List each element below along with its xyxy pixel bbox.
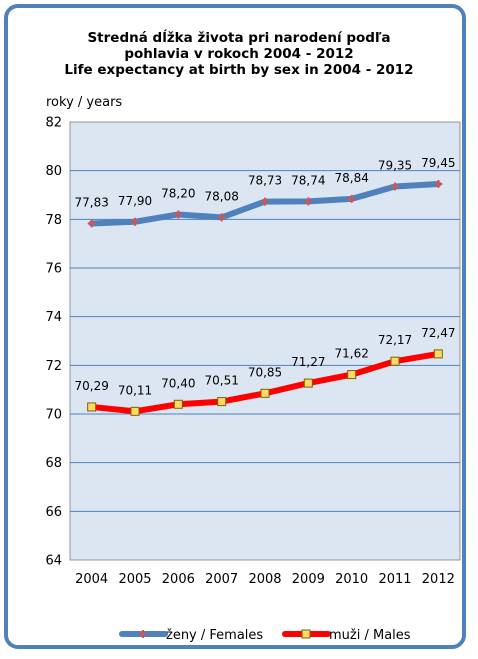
y-tick-80: 80	[45, 164, 62, 179]
female-point-2007	[217, 213, 226, 222]
legend-label-females: ženy / Females	[166, 628, 263, 643]
legend-label-males: muži / Males	[329, 628, 411, 643]
x-tick-2012: 2012	[422, 572, 455, 587]
female-point-2009	[304, 197, 313, 206]
x-tick-2008: 2008	[248, 572, 281, 587]
x-tick-2007: 2007	[205, 572, 238, 587]
y-tick-64: 64	[45, 554, 62, 569]
plot-area	[69, 121, 461, 561]
male-point-2006	[173, 399, 183, 409]
male-point-2005	[130, 406, 140, 416]
male-point-2004	[87, 402, 97, 412]
male-point-2007	[217, 397, 227, 407]
female-point-2010	[347, 194, 356, 203]
male-label-2010: 71,62	[334, 347, 368, 361]
y-tick-68: 68	[45, 456, 62, 471]
x-tick-2010: 2010	[335, 572, 368, 587]
x-tick-2004: 2004	[75, 572, 108, 587]
legend-marker-males	[301, 629, 311, 639]
female-point-2006	[174, 210, 183, 219]
male-label-2006: 70,40	[161, 376, 195, 390]
male-label-2004: 70,29	[74, 379, 108, 393]
x-tick-2005: 2005	[118, 572, 151, 587]
chart-subtitle: pohlavia v rokoch 2004 - 2012	[124, 46, 354, 62]
male-label-2011: 72,17	[378, 333, 412, 347]
male-point-2010	[347, 370, 357, 380]
female-point-2005	[131, 217, 139, 226]
male-point-2012	[433, 349, 443, 359]
female-label-2008: 78,73	[248, 174, 282, 188]
male-point-2011	[390, 356, 400, 366]
female-label-2004: 77,83	[74, 195, 108, 209]
female-point-2008	[261, 197, 269, 206]
y-tick-72: 72	[45, 359, 62, 374]
male-label-2009: 71,27	[291, 355, 325, 369]
y-axis-label: roky / years	[46, 95, 122, 110]
male-point-2009	[303, 378, 313, 388]
y-tick-78: 78	[45, 213, 62, 228]
female-label-2005: 77,90	[118, 194, 152, 208]
y-tick-66: 66	[45, 505, 62, 520]
y-tick-76: 76	[45, 262, 62, 277]
y-tick-82: 82	[45, 116, 62, 131]
male-point-2008	[260, 388, 270, 398]
legend-marker-females	[139, 630, 147, 638]
female-label-2012: 79,45	[421, 156, 455, 170]
male-label-2005: 70,11	[118, 383, 152, 397]
female-label-2009: 78,74	[291, 173, 325, 187]
x-tick-2006: 2006	[162, 572, 195, 587]
male-label-2008: 70,85	[248, 365, 282, 379]
x-tick-2009: 2009	[292, 572, 325, 587]
female-label-2011: 79,35	[378, 158, 412, 172]
female-point-2011	[391, 182, 399, 191]
y-tick-74: 74	[45, 310, 62, 325]
x-tick-2011: 2011	[378, 572, 411, 587]
chart-title: Stredná dĺžka života pri narodení podľa	[87, 30, 391, 46]
female-point-2004	[87, 219, 96, 228]
female-label-2007: 78,08	[204, 189, 238, 203]
female-label-2006: 78,20	[161, 186, 195, 200]
female-point-2012	[434, 180, 443, 189]
male-label-2012: 72,47	[421, 326, 455, 340]
chart-title-en: Life expectancy at birth by sex in 2004 …	[64, 62, 414, 78]
y-tick-70: 70	[45, 408, 62, 423]
male-label-2007: 70,51	[204, 374, 238, 388]
female-label-2010: 78,84	[334, 171, 368, 185]
